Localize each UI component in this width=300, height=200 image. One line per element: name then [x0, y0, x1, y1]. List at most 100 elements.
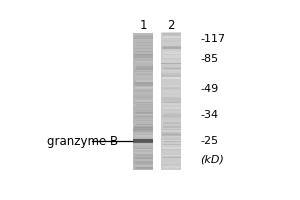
- Bar: [134, 151, 153, 152]
- Bar: [136, 72, 153, 73]
- Bar: [135, 83, 153, 86]
- Bar: [162, 52, 181, 53]
- Bar: [135, 80, 153, 82]
- Bar: [135, 139, 153, 140]
- Bar: [162, 133, 181, 135]
- Bar: [135, 166, 153, 169]
- Bar: [135, 135, 153, 137]
- Bar: [163, 101, 181, 103]
- Bar: [134, 119, 153, 121]
- Bar: [162, 37, 181, 39]
- Bar: [162, 157, 181, 158]
- Bar: [135, 157, 153, 159]
- Bar: [162, 115, 181, 118]
- Bar: [136, 45, 153, 47]
- Bar: [134, 33, 153, 170]
- Bar: [136, 95, 153, 97]
- Bar: [161, 97, 181, 98]
- Bar: [134, 161, 153, 163]
- Bar: [162, 64, 181, 66]
- Bar: [163, 99, 181, 100]
- Bar: [162, 149, 181, 151]
- Bar: [163, 61, 181, 63]
- Bar: [136, 119, 153, 120]
- Bar: [163, 43, 181, 45]
- Bar: [134, 69, 153, 72]
- Bar: [162, 87, 181, 89]
- Bar: [134, 142, 153, 143]
- Bar: [162, 87, 181, 89]
- Bar: [162, 87, 181, 89]
- Bar: [134, 149, 153, 151]
- Bar: [163, 72, 181, 74]
- Bar: [161, 163, 181, 166]
- Bar: [163, 157, 181, 158]
- Bar: [163, 76, 181, 78]
- Bar: [164, 141, 181, 142]
- Bar: [134, 59, 153, 61]
- Bar: [136, 162, 153, 163]
- Bar: [161, 103, 181, 105]
- Bar: [162, 77, 181, 79]
- Bar: [164, 102, 181, 103]
- Bar: [135, 100, 153, 102]
- Bar: [162, 105, 181, 106]
- Bar: [162, 46, 181, 49]
- Bar: [134, 126, 153, 128]
- Bar: [135, 117, 153, 120]
- Bar: [164, 98, 181, 99]
- Bar: [135, 138, 153, 139]
- Bar: [164, 155, 181, 158]
- Bar: [136, 124, 153, 125]
- Bar: [163, 98, 181, 101]
- Bar: [135, 113, 153, 115]
- Bar: [161, 102, 181, 103]
- Bar: [134, 72, 153, 75]
- Bar: [134, 91, 153, 92]
- Bar: [162, 51, 181, 52]
- Bar: [163, 74, 181, 75]
- Bar: [134, 120, 153, 121]
- Bar: [162, 167, 181, 168]
- Bar: [134, 55, 153, 56]
- Bar: [164, 146, 181, 149]
- Bar: [162, 52, 181, 54]
- Bar: [163, 99, 181, 101]
- Bar: [135, 39, 153, 41]
- Bar: [163, 132, 181, 133]
- Bar: [135, 89, 153, 91]
- Bar: [163, 123, 181, 126]
- Bar: [164, 73, 181, 75]
- Bar: [161, 33, 181, 170]
- Bar: [136, 104, 153, 105]
- Bar: [163, 104, 181, 106]
- Bar: [164, 146, 181, 147]
- Bar: [135, 65, 153, 68]
- Bar: [162, 145, 181, 147]
- Bar: [161, 122, 181, 125]
- Bar: [134, 150, 153, 151]
- Bar: [161, 70, 181, 71]
- Bar: [134, 76, 153, 78]
- Bar: [134, 140, 153, 141]
- Bar: [164, 113, 181, 115]
- Bar: [136, 38, 153, 40]
- Bar: [162, 97, 181, 98]
- Bar: [164, 38, 181, 40]
- Bar: [163, 150, 181, 153]
- Text: 2: 2: [167, 19, 175, 32]
- Bar: [161, 63, 181, 64]
- Bar: [163, 85, 181, 86]
- Bar: [164, 115, 181, 116]
- Bar: [134, 54, 153, 55]
- Bar: [134, 116, 153, 117]
- Text: -49: -49: [200, 84, 218, 94]
- Bar: [134, 164, 153, 166]
- Bar: [163, 130, 181, 133]
- Bar: [162, 86, 181, 87]
- Bar: [163, 47, 181, 49]
- Bar: [134, 56, 153, 58]
- Bar: [134, 44, 153, 45]
- Bar: [162, 73, 181, 75]
- Text: -34: -34: [200, 110, 218, 120]
